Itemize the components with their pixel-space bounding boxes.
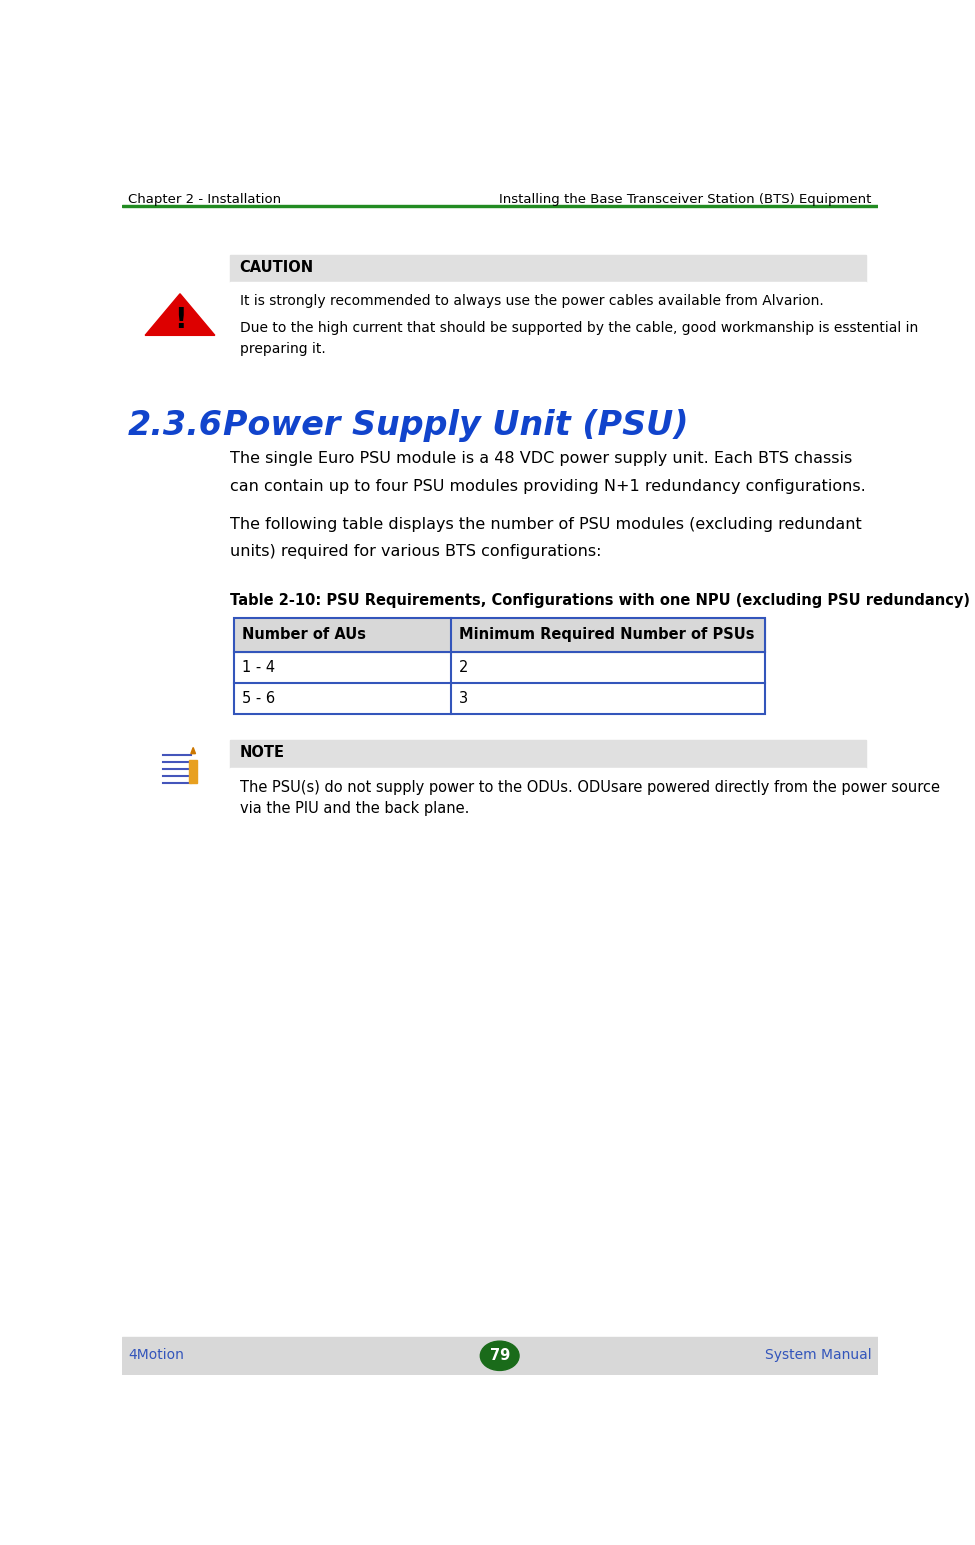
Bar [230,283,866,368]
Text: !: ! [174,306,186,334]
Bar [230,768,866,830]
Text: Due to the high current that should be supported by the cable, good workmanship : Due to the high current that should be s… [240,321,917,355]
Text: units) required for various BTS configurations:: units) required for various BTS configur… [230,544,602,559]
Text: 5 - 6: 5 - 6 [242,691,275,706]
Text: via the PIU and the back plane.: via the PIU and the back plane. [240,802,469,816]
Text: NOTE: NOTE [240,745,285,760]
Text: Table 2-10: PSU Requirements, Configurations with one NPU (excluding PSU redunda: Table 2-10: PSU Requirements, Configurat… [230,593,970,609]
Text: Installing the Base Transceiver Station (BTS) Equipment: Installing the Base Transceiver Station … [499,193,872,205]
Text: Minimum Required Number of PSUs: Minimum Required Number of PSUs [459,627,755,643]
Bar [230,255,866,283]
Bar [122,1336,878,1375]
Bar [234,618,765,652]
Text: Power Supply Unit (PSU): Power Supply Unit (PSU) [222,409,688,442]
Bar [122,204,878,207]
Bar [160,748,194,791]
Text: 79: 79 [489,1349,510,1363]
Polygon shape [145,294,214,335]
Text: 4Motion: 4Motion [128,1349,184,1363]
Polygon shape [191,748,196,754]
Text: It is strongly recommended to always use the power cables available from Alvario: It is strongly recommended to always use… [240,294,824,307]
Text: 2.3.6: 2.3.6 [128,409,223,442]
Text: System Manual: System Manual [764,1349,872,1363]
Text: 3: 3 [459,691,468,706]
Text: Chapter 2 - Installation: Chapter 2 - Installation [128,193,281,205]
Text: CAUTION: CAUTION [240,260,314,275]
Text: 2: 2 [459,661,468,675]
Text: The PSU(s) do not supply power to the ODUs. ODUsare powered directly from the po: The PSU(s) do not supply power to the OD… [240,780,940,794]
Text: 1 - 4: 1 - 4 [242,661,275,675]
Text: can contain up to four PSU modules providing N+1 redundancy configurations.: can contain up to four PSU modules provi… [230,479,866,494]
Bar [234,618,765,714]
Bar [230,740,866,768]
Ellipse shape [481,1341,519,1370]
Text: Number of AUs: Number of AUs [242,627,366,643]
Text: The single Euro PSU module is a 48 VDC power supply unit. Each BTS chassis: The single Euro PSU module is a 48 VDC p… [230,451,852,467]
Text: The following table displays the number of PSU modules (excluding redundant: The following table displays the number … [230,516,862,531]
Polygon shape [189,760,197,783]
